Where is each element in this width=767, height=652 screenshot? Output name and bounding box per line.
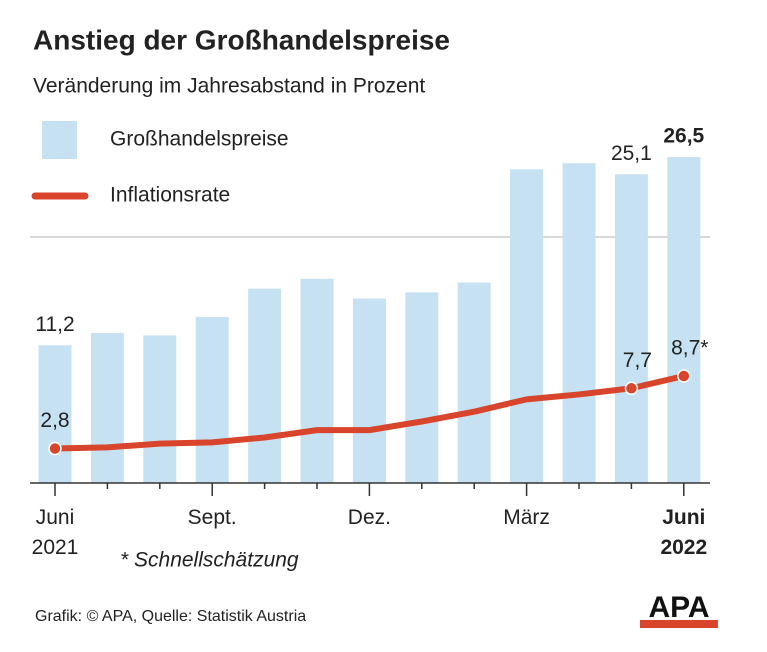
x-tick-label: Dez. [347, 506, 391, 529]
bar [195, 316, 229, 483]
bar [614, 174, 648, 483]
bar [510, 169, 544, 483]
data-label: 8,7* [671, 337, 708, 360]
line-marker [677, 369, 691, 383]
bar [562, 163, 596, 483]
line-marker [624, 381, 639, 396]
bar [405, 292, 439, 483]
bar [300, 278, 334, 483]
data-label: 26,5 [663, 125, 704, 148]
line-marker [48, 441, 62, 456]
x-tick-label: März [503, 506, 550, 529]
bar [667, 157, 701, 484]
legend-swatch [42, 121, 77, 159]
x-tick-label: Sept. [187, 506, 237, 529]
source: Grafik: © APA, Quelle: Statistik Austria [35, 608, 306, 625]
logo-bar [640, 620, 718, 628]
legend-label: Inflationsrate [110, 184, 230, 207]
bar [90, 332, 124, 483]
bar [457, 282, 491, 483]
x-tick-label: Juni 2022 [660, 506, 708, 559]
data-label: 7,7 [623, 349, 652, 372]
bar [38, 345, 72, 483]
x-tick-label: Juni 2021 [31, 506, 79, 559]
chart-subtitle: Veränderung im Jahresabstand in Prozent [33, 75, 425, 98]
legend-label: Großhandelspreise [110, 128, 289, 151]
footnote: * Schnellschätzung [120, 549, 299, 572]
data-label: 2,8 [40, 409, 69, 432]
bar [248, 288, 282, 483]
chart-title: Anstieg der Großhandelspreise [33, 24, 450, 55]
bar [143, 335, 177, 483]
data-label: 11,2 [35, 313, 74, 336]
line [54, 373, 685, 452]
data-label: 25,1 [611, 142, 652, 165]
logo: APA [648, 591, 709, 624]
bar [352, 298, 386, 483]
